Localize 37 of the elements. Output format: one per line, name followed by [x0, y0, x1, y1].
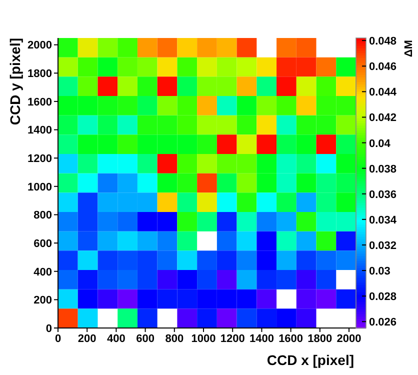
color-bar-label: 0.042 — [369, 112, 397, 124]
color-bar-label: 0.028 — [369, 291, 397, 304]
color-bar-title: ΔM — [403, 40, 415, 58]
y-tick-label: 0 — [46, 322, 52, 335]
color-bar-label: 0.034 — [369, 214, 398, 226]
y-tick-label: 200 — [34, 294, 52, 307]
y-tick-label: 1400 — [28, 124, 52, 137]
x-tick-label: 200 — [78, 332, 96, 345]
color-bar-label: 0.048 — [369, 36, 397, 48]
y-axis-title: CCD y [pixel] — [7, 38, 23, 126]
color-bar-label: 0.04 — [369, 138, 392, 150]
x-tick-label: 0 — [54, 332, 62, 345]
x-tick-label: 1800 — [308, 332, 332, 345]
color-bar-label: 0.026 — [369, 316, 397, 329]
x-tick-label: 600 — [136, 332, 154, 345]
color-bar-label: 0.038 — [369, 163, 397, 176]
x-tick-label: 1200 — [220, 332, 245, 345]
x-axis-title: CCD x [pixel] — [266, 352, 354, 368]
color-bar-label: 0.03 — [369, 266, 390, 278]
color-bar-label: 0.046 — [369, 61, 397, 74]
x-tick-label: 2000 — [336, 332, 362, 345]
x-tick-label: 400 — [107, 332, 126, 345]
y-tick-label: 600 — [34, 238, 52, 250]
y-tick-label: 1200 — [28, 152, 52, 165]
x-tick-label: 1000 — [191, 332, 216, 345]
y-tick-label: 800 — [34, 210, 52, 222]
x-tick-label: 800 — [165, 332, 184, 345]
color-bar-label: 0.036 — [369, 188, 397, 201]
y-tick-label: 2000 — [28, 40, 52, 52]
x-tick-label: 1600 — [278, 332, 304, 345]
x-tick-label: 1400 — [249, 332, 274, 345]
y-tick-label: 1000 — [28, 181, 52, 194]
y-tick-label: 400 — [34, 266, 52, 278]
color-bar-label: 0.032 — [369, 240, 397, 252]
color-bar-label: 0.044 — [369, 86, 398, 99]
y-tick-label: 1800 — [28, 68, 52, 80]
y-tick-label: 1600 — [28, 96, 52, 108]
